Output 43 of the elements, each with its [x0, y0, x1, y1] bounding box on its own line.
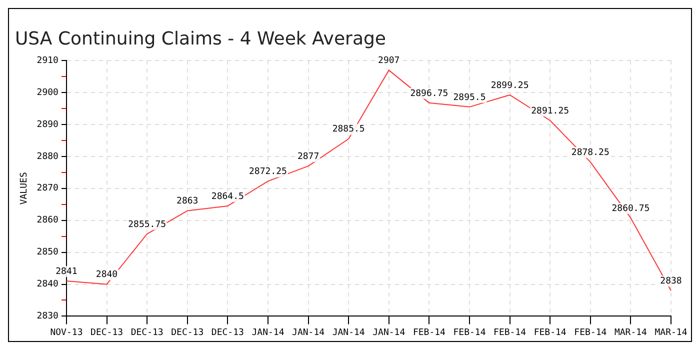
data-label: 2872.25: [249, 167, 287, 178]
x-tick-label: FEB-14: [453, 328, 486, 338]
x-tick-label: JAN-14: [252, 328, 284, 338]
data-label: 2891.25: [531, 106, 570, 116]
data-label: 2878.25: [571, 148, 610, 158]
y-tick-label: 2880: [36, 152, 58, 162]
chart-title: USA Continuing Claims - 4 Week Average: [15, 28, 386, 50]
y-tick-label: 2830: [36, 312, 58, 322]
y-tick-label: 2870: [36, 184, 58, 194]
x-tick-label: MAR-14: [654, 328, 688, 338]
data-label: 2895.5: [453, 92, 486, 103]
data-label: 2864.5: [211, 192, 244, 202]
x-tick-label: DEC-13: [211, 328, 244, 338]
x-tick-label: JAN-14: [332, 328, 365, 338]
x-tick-label: FEB-14: [534, 328, 566, 338]
data-label: 2877: [297, 152, 320, 162]
y-tick-label: 2840: [36, 280, 58, 290]
y-tick-label: 2850: [36, 248, 58, 258]
data-label: 2838: [660, 276, 682, 286]
x-tick-label: FEB-14: [412, 328, 446, 338]
y-tick-label: 2860: [36, 216, 58, 226]
x-tick-label: JAN-14: [292, 328, 325, 338]
y-tick-label: 2890: [36, 120, 58, 130]
y-axis-title: VALUES: [20, 172, 30, 205]
x-tick-label: JAN-14: [372, 328, 406, 338]
data-label: 2860.75: [612, 204, 650, 214]
y-tick-label: 2910: [36, 56, 58, 66]
x-tick-label: DEC-13: [130, 328, 164, 338]
data-label: 2855.75: [128, 220, 166, 230]
data-label: 2899.25: [490, 80, 529, 91]
data-label: 2863: [176, 196, 198, 207]
data-label: 2841: [56, 266, 78, 277]
data-label: 2907: [378, 56, 400, 66]
data-label: 2896.75: [410, 88, 448, 99]
x-tick-label: NOV-13: [50, 328, 83, 338]
x-tick-label: FEB-14: [574, 328, 607, 338]
x-tick-label: MAR-14: [614, 328, 647, 338]
x-tick-label: FEB-14: [494, 328, 526, 338]
data-label: 2885.5: [332, 124, 365, 135]
y-tick-label: 2900: [36, 88, 58, 98]
x-tick-label: DEC-13: [171, 328, 204, 338]
x-tick-label: DEC-13: [90, 328, 124, 338]
data-label: 2840: [96, 270, 118, 280]
